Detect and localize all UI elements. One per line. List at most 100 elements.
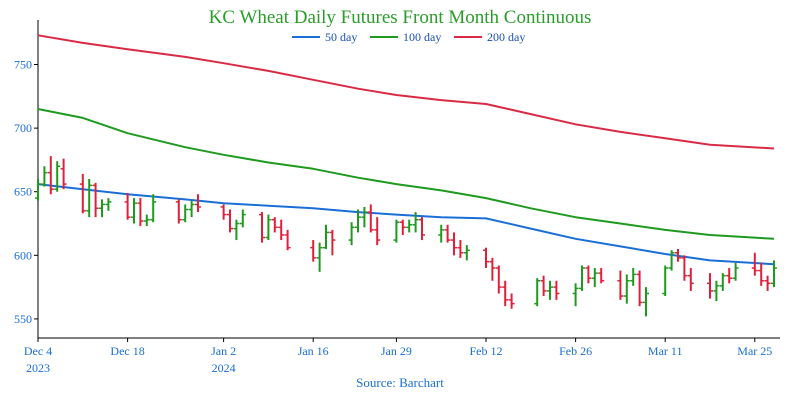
x-tick-label-2024-02-12: Feb 12 bbox=[470, 344, 503, 358]
ohlc-bar-2024-02-08 bbox=[457, 240, 464, 258]
ohlc-bar-2023-12-13 bbox=[92, 182, 99, 218]
ohlc-bar-2024-02-20 bbox=[534, 278, 541, 307]
ohlc-bar-2024-03-15 bbox=[687, 268, 694, 291]
ma-line-100-day bbox=[37, 108, 775, 240]
ohlc-bar-2023-12-04 bbox=[35, 179, 41, 201]
ohlc-bar-2024-01-02 bbox=[220, 204, 227, 220]
ohlc-bar-2024-01-22 bbox=[348, 222, 355, 246]
x-tick-label-2024-03-25: Mar 25 bbox=[737, 344, 772, 358]
ohlc-bar-2024-02-01 bbox=[412, 212, 419, 233]
ohlc-bar-2024-02-28 bbox=[585, 265, 592, 284]
ohlc-bar-2024-03-08 bbox=[643, 287, 649, 317]
x-tick-year-2023-12-04: 2023 bbox=[26, 361, 50, 375]
ohlc-bar-2024-03-14 bbox=[681, 255, 688, 281]
source-note: Source: Barchart bbox=[356, 375, 444, 390]
ohlc-bar-2024-01-25 bbox=[367, 204, 374, 233]
y-axis-ticks: 550 600 650 700 750 bbox=[14, 58, 38, 326]
ohlc-bar-2024-02-02 bbox=[419, 217, 425, 241]
ohlc-bar-2024-01-23 bbox=[355, 209, 361, 233]
ohlc-bar-2024-01-24 bbox=[361, 206, 368, 228]
x-tick-label-2024-02-26: Feb 26 bbox=[559, 344, 592, 358]
ohlc-bar-2024-03-06 bbox=[630, 268, 637, 286]
legend: 50 day 100 day 200 day bbox=[292, 30, 525, 44]
ohlc-bar-2024-03-27 bbox=[764, 275, 771, 291]
ohlc-bar-2024-01-10 bbox=[271, 217, 278, 233]
ohlc-bar-2024-02-12 bbox=[483, 247, 489, 269]
x-tick-label-2023-12-04: Dec 4 bbox=[24, 344, 52, 358]
ohlc-bar-2023-12-12 bbox=[86, 179, 93, 218]
ohlc-bar-2024-03-12 bbox=[668, 250, 675, 271]
ohlc-bar-2023-12-08 bbox=[60, 158, 67, 190]
ohlc-bar-2024-01-26 bbox=[374, 217, 381, 246]
ohlc-bar-2024-03-20 bbox=[719, 273, 726, 291]
ohlc-bar-2024-01-18 bbox=[323, 224, 329, 249]
ohlc-bar-2024-03-11 bbox=[662, 265, 669, 297]
ohlc-bar-2023-12-15 bbox=[105, 198, 112, 211]
ohlc-bar-2024-03-05 bbox=[623, 274, 630, 304]
legend-label-200-day: 200 day bbox=[487, 30, 525, 44]
ohlc-bar-2023-12-22 bbox=[150, 194, 157, 223]
ohlc-bar-2024-02-26 bbox=[572, 283, 579, 307]
ohlc-bar-2024-03-25 bbox=[751, 252, 758, 276]
ohlc-bar-2024-01-12 bbox=[284, 229, 291, 251]
x-tick-year-2024-01-02: 2024 bbox=[212, 361, 236, 375]
ohlc-bar-2023-12-26 bbox=[175, 199, 182, 224]
x-tick-label-2024-01-29: Jan 29 bbox=[381, 344, 412, 358]
legend-label-50-day: 50 day bbox=[325, 30, 357, 44]
ohlc-bar-2024-01-16 bbox=[310, 240, 317, 262]
ohlc-bar-2023-12-18 bbox=[124, 192, 131, 220]
ohlc-bar-2024-01-04 bbox=[233, 219, 240, 241]
ohlc-bar-2024-01-03 bbox=[227, 209, 233, 233]
ohlc-bar-2024-01-19 bbox=[329, 229, 336, 256]
ohlc-bar-2024-02-09 bbox=[463, 245, 470, 261]
moving-average-lines bbox=[37, 34, 775, 266]
ohlc-bar-2023-12-21 bbox=[143, 214, 150, 227]
ohlc-bar-2023-12-05 bbox=[41, 166, 48, 187]
x-tick-label-2023-12-18: Dec 18 bbox=[110, 344, 144, 358]
ohlc-bar-2024-03-22 bbox=[732, 262, 739, 281]
y-tick-label-600: 600 bbox=[14, 248, 32, 262]
ohlc-bars bbox=[35, 156, 777, 317]
ohlc-bar-2024-02-21 bbox=[540, 275, 547, 297]
ohlc-bar-2024-02-16 bbox=[508, 293, 515, 309]
ohlc-bar-2023-12-28 bbox=[188, 200, 195, 218]
ohlc-bar-2024-01-05 bbox=[239, 209, 246, 228]
x-tick-label-2024-03-11: Mar 11 bbox=[648, 344, 683, 358]
ohlc-bar-2024-02-23 bbox=[553, 280, 560, 300]
ohlc-bar-2024-01-08 bbox=[259, 212, 265, 243]
ohlc-bar-2023-12-06 bbox=[47, 156, 54, 195]
ohlc-bar-2024-03-07 bbox=[636, 270, 643, 307]
y-tick-label-750: 750 bbox=[14, 58, 32, 72]
ohlc-bar-2024-03-21 bbox=[726, 268, 733, 284]
ohlc-bar-2024-02-27 bbox=[579, 265, 585, 291]
ohlc-bar-2023-12-14 bbox=[99, 199, 105, 218]
ohlc-bar-2023-12-29 bbox=[195, 194, 201, 213]
ohlc-bar-2023-12-20 bbox=[137, 198, 144, 227]
x-tick-label-2024-01-16: Jan 16 bbox=[298, 344, 329, 358]
ohlc-bar-2024-01-29 bbox=[393, 219, 400, 243]
ohlc-bar-2024-03-04 bbox=[617, 270, 624, 300]
y-tick-label-650: 650 bbox=[14, 185, 32, 199]
x-tick-label-2024-01-02: Jan 2 bbox=[211, 344, 236, 358]
x-axis-ticks: Dec 4 2023 Dec 18 Jan 2 2024 Jan 16 Jan 29 Feb … bbox=[24, 338, 772, 375]
ma-line-50-day bbox=[37, 183, 775, 266]
ohlc-bar-2024-02-15 bbox=[502, 280, 509, 307]
ohlc-bar-2023-12-27 bbox=[182, 204, 189, 223]
ohlc-bar-2024-02-05 bbox=[438, 224, 445, 243]
ohlc-bar-2024-02-22 bbox=[547, 280, 553, 300]
ohlc-bar-2024-02-14 bbox=[495, 265, 502, 294]
y-tick-label-700: 700 bbox=[14, 121, 32, 135]
ohlc-bar-2024-03-19 bbox=[713, 280, 720, 302]
ohlc-bar-2023-12-19 bbox=[131, 198, 137, 224]
ma-line-200-day bbox=[37, 34, 775, 150]
ohlc-bar-2023-12-07 bbox=[54, 161, 61, 192]
ohlc-bar-2023-12-11 bbox=[79, 173, 86, 214]
ohlc-bar-2024-02-29 bbox=[591, 268, 598, 288]
ohlc-bar-2024-01-09 bbox=[265, 214, 272, 241]
ohlc-bar-2024-01-30 bbox=[399, 219, 406, 235]
ohlc-bar-2024-01-11 bbox=[278, 219, 285, 241]
y-tick-label-550: 550 bbox=[14, 312, 32, 326]
ohlc-bar-2024-02-07 bbox=[451, 232, 457, 256]
ohlc-bar-2024-02-06 bbox=[444, 224, 451, 243]
